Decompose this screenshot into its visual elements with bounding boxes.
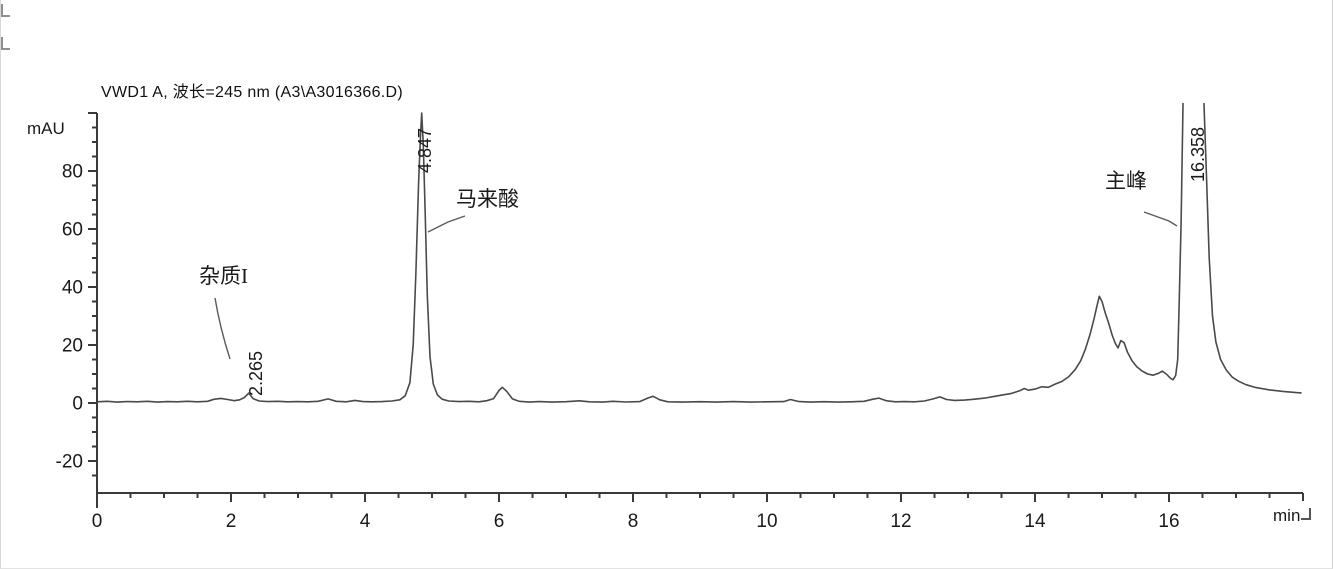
x-tick-label: 2 <box>226 511 237 532</box>
x-tick-label: 10 <box>756 511 777 532</box>
x-axis-unit-text: min <box>1273 506 1301 525</box>
x-tick-label: 16 <box>1158 511 1179 532</box>
annotation-pointer-line <box>427 215 466 233</box>
x-axis-unit-label: min <box>1273 506 1312 526</box>
peak-rt-label: 16.358 <box>1188 127 1208 182</box>
x-tick-label: 4 <box>360 511 371 532</box>
y-tick-label: 20 <box>62 336 83 357</box>
x-tick-label: 12 <box>890 511 911 532</box>
x-tick-label: 0 <box>92 511 103 532</box>
y-tick-label: 0 <box>72 394 83 415</box>
peak-annotation-label: 杂质I <box>199 264 248 288</box>
y-tick-label: 60 <box>62 220 83 241</box>
y-tick-label: 40 <box>62 278 83 299</box>
y-axis-unit-label: mAU <box>27 119 65 138</box>
return-mark-icon <box>1301 508 1312 520</box>
x-tick-label: 14 <box>1024 511 1046 532</box>
peak-annotation-label: 马来酸 <box>456 187 519 211</box>
signal-trace <box>97 103 1302 403</box>
chart-title: VWD1 A, 波长=245 nm (A3\A3016366.D) <box>101 84 404 101</box>
return-mark-icon <box>1 4 10 17</box>
y-tick-label: 80 <box>62 162 83 183</box>
x-tick-label: 8 <box>628 511 639 532</box>
peak-annotation-label: 主峰 <box>1105 169 1147 193</box>
annotation-pointer-line <box>214 297 231 360</box>
return-mark-icon <box>1 37 10 50</box>
annotation-pointer-line <box>1143 211 1178 227</box>
y-tick-label: -20 <box>56 452 83 473</box>
peak-rt-label: 4.847 <box>415 128 435 173</box>
x-tick-label: 6 <box>494 511 505 532</box>
peak-rt-label: 2.265 <box>246 351 266 396</box>
